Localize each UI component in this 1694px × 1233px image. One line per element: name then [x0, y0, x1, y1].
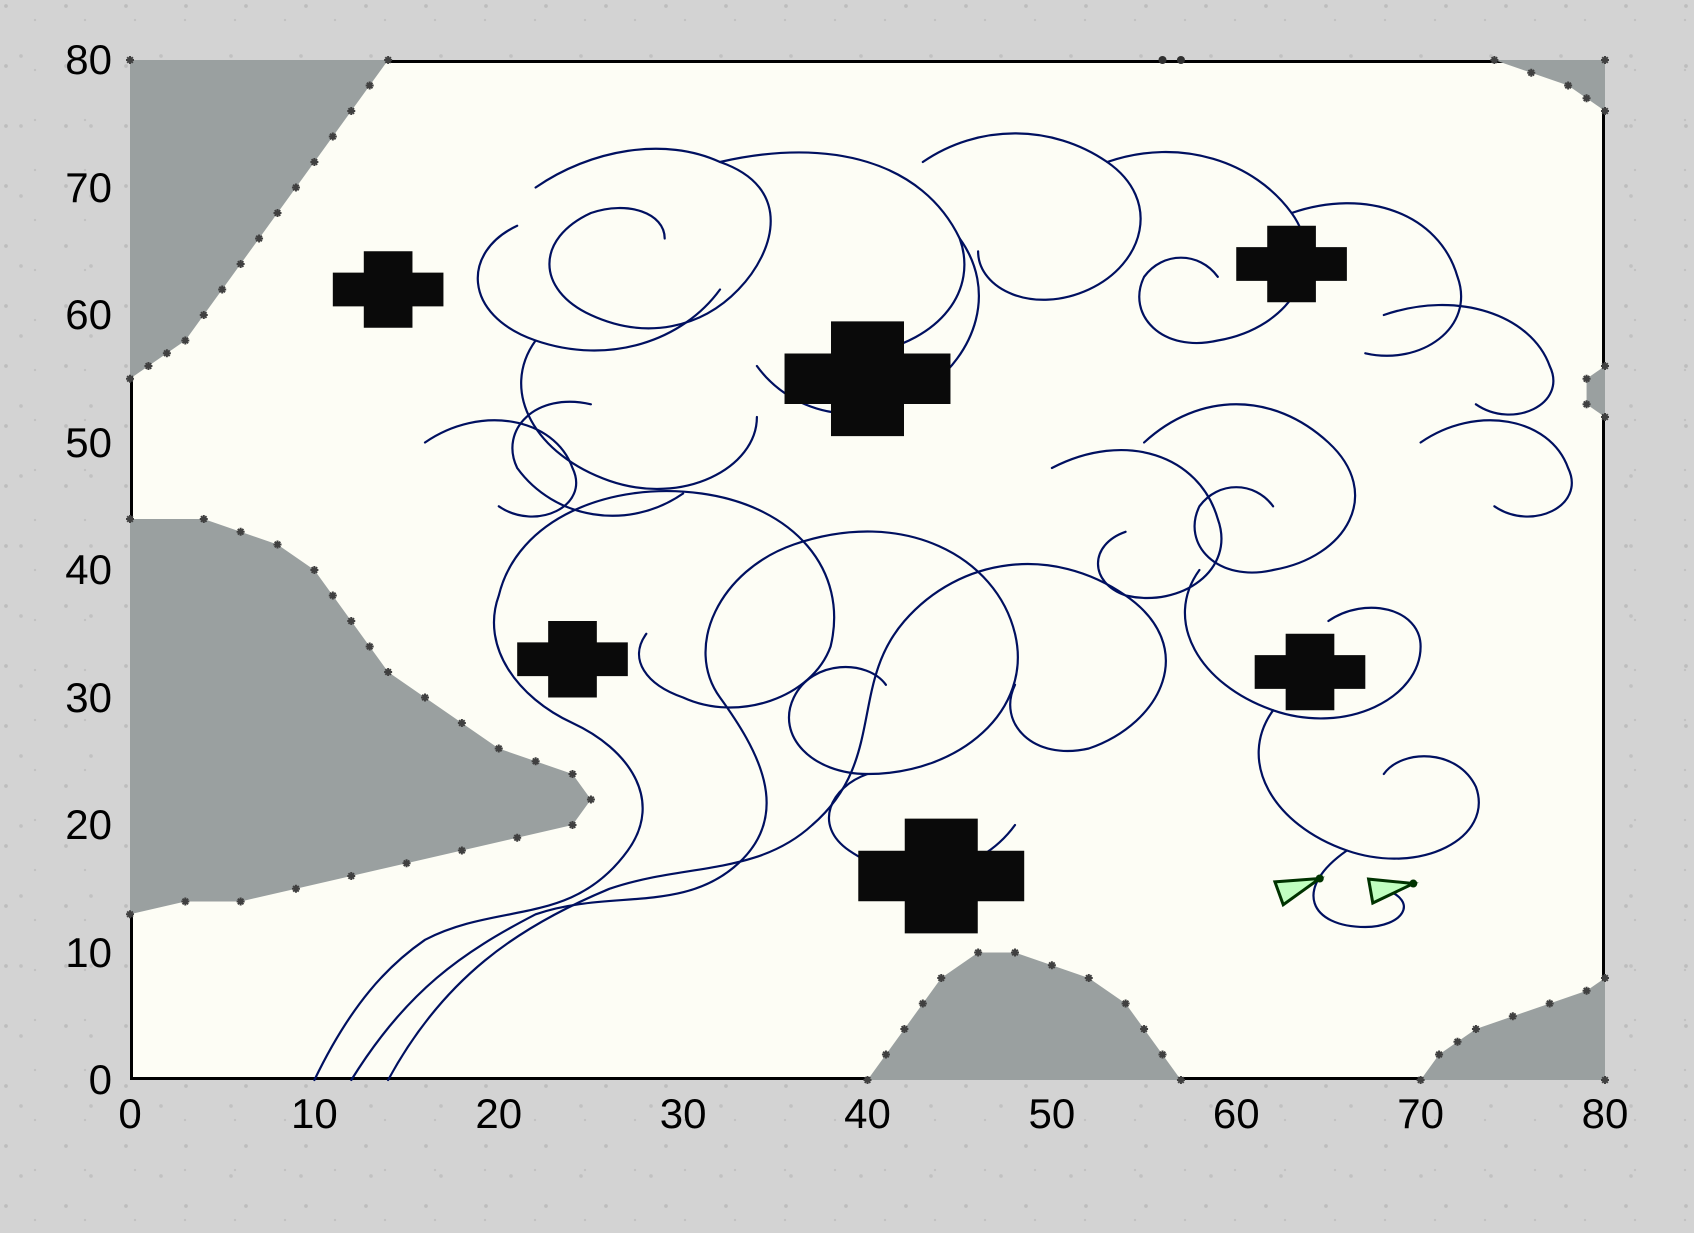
frontier-marker	[513, 834, 521, 842]
trajectory-path	[521, 341, 757, 489]
frontier-marker	[1601, 413, 1609, 421]
obstacle	[858, 819, 1024, 934]
frontier-marker	[1583, 400, 1591, 408]
frontier-marker	[237, 528, 245, 536]
frontier-marker	[237, 260, 245, 268]
frontier-marker	[200, 311, 208, 319]
explored-region	[130, 519, 591, 914]
explored-region	[1421, 978, 1605, 1080]
trajectory-path	[1421, 420, 1572, 516]
frontier-marker	[347, 107, 355, 115]
frontier-marker	[237, 898, 245, 906]
x-tick-label: 60	[1213, 1090, 1260, 1138]
frontier-marker	[403, 859, 411, 867]
frontier-marker	[569, 821, 577, 829]
frontier-marker	[458, 719, 466, 727]
trajectory-path	[425, 420, 576, 516]
vehicle-heading-dot	[1409, 880, 1417, 888]
x-tick-label: 50	[1029, 1090, 1076, 1138]
trajectory-path	[1259, 710, 1479, 858]
frontier-marker	[1601, 56, 1609, 64]
vehicle-heading-dot	[1316, 874, 1324, 882]
obstacle	[517, 621, 628, 698]
frontier-marker	[255, 235, 263, 243]
frontier-marker	[274, 541, 282, 549]
frontier-marker	[347, 872, 355, 880]
frontier-marker	[366, 643, 374, 651]
x-tick-label: 30	[660, 1090, 707, 1138]
frontier-marker	[1546, 1000, 1554, 1008]
explored-region	[868, 953, 1181, 1081]
frontier-marker	[974, 949, 982, 957]
frontier-marker	[200, 515, 208, 523]
frontier-marker	[532, 757, 540, 765]
frontier-marker	[495, 745, 503, 753]
frontier-marker	[384, 668, 392, 676]
frontier-marker	[366, 82, 374, 90]
trajectory-path	[923, 133, 1141, 299]
frontier-marker	[329, 133, 337, 141]
plot-svg	[130, 60, 1605, 1080]
frontier-marker	[1509, 1012, 1517, 1020]
frontier-marker	[329, 592, 337, 600]
x-tick-label: 20	[475, 1090, 522, 1138]
trajectory-path	[536, 149, 771, 329]
obstacle	[1236, 226, 1347, 303]
x-tick-label: 40	[844, 1090, 891, 1138]
x-tick-label: 80	[1582, 1090, 1629, 1138]
frontier-marker	[1601, 362, 1609, 370]
frontier-marker	[1011, 949, 1019, 957]
explored-region	[1494, 60, 1605, 111]
trajectory-path	[512, 402, 683, 516]
obstacle	[785, 321, 951, 436]
x-tick-label: 0	[118, 1090, 141, 1138]
trajectory-path	[1144, 404, 1355, 572]
frontier-marker	[218, 286, 226, 294]
marker	[1159, 56, 1167, 64]
frontier-marker	[458, 847, 466, 855]
vehicle-icon	[1369, 879, 1414, 903]
x-tick-label: 10	[291, 1090, 338, 1138]
frontier-marker	[1583, 375, 1591, 383]
frontier-marker	[421, 694, 429, 702]
frontier-marker	[292, 885, 300, 893]
trajectory-path	[478, 226, 720, 351]
marker	[1177, 56, 1185, 64]
trajectory-path	[1384, 305, 1554, 415]
obstacle	[333, 251, 444, 328]
frontier-marker	[310, 566, 318, 574]
frontier-marker	[937, 974, 945, 982]
frontier-marker	[310, 158, 318, 166]
frontier-marker	[1490, 56, 1498, 64]
frontier-marker	[347, 617, 355, 625]
frontier-marker	[919, 1000, 927, 1008]
frontier-marker	[274, 209, 282, 217]
frontier-marker	[587, 796, 595, 804]
frontier-marker	[1601, 974, 1609, 982]
x-tick-label: 70	[1397, 1090, 1444, 1138]
frontier-marker	[292, 184, 300, 192]
obstacle	[1255, 634, 1366, 711]
explored-region	[1587, 366, 1605, 417]
frontier-marker	[384, 56, 392, 64]
frontier-marker	[569, 770, 577, 778]
frontier-marker	[1583, 987, 1591, 995]
